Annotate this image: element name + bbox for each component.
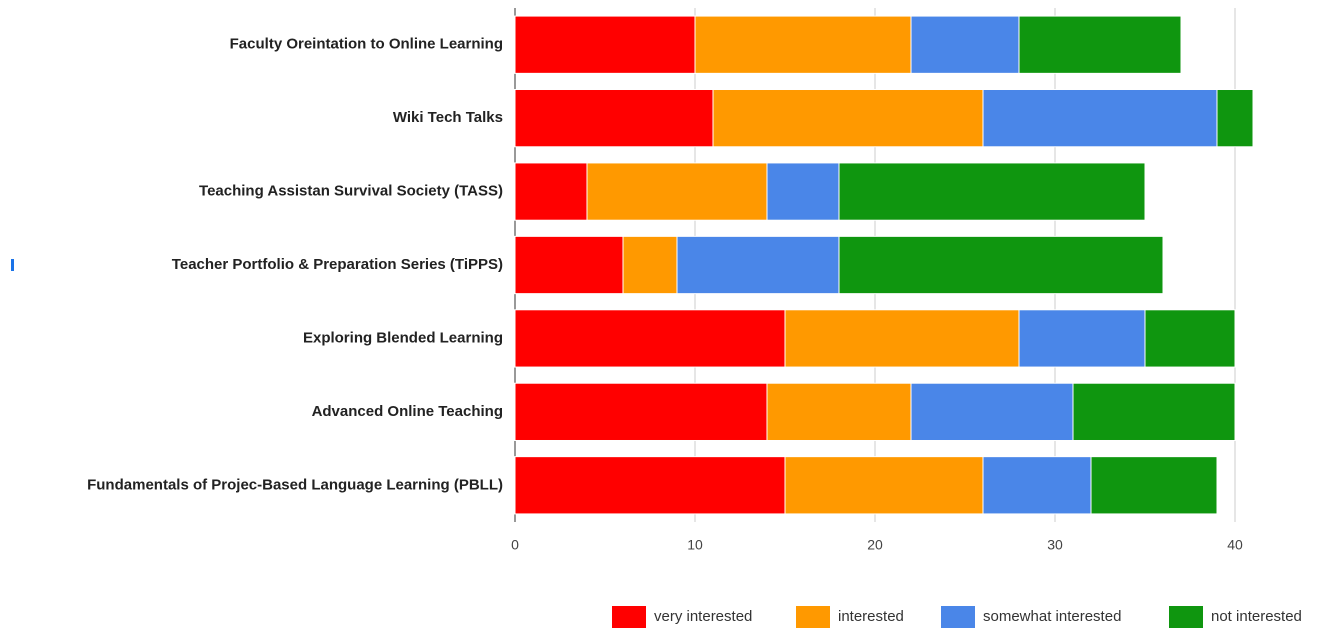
bar-segment bbox=[784, 309, 1020, 368]
x-tick-label: 10 bbox=[687, 537, 703, 553]
bar-segment bbox=[514, 235, 624, 295]
x-tick-label: 40 bbox=[1227, 537, 1243, 553]
bar-segment bbox=[1144, 309, 1236, 368]
bar-segment bbox=[712, 89, 984, 148]
category-label: Advanced Online Teaching bbox=[312, 403, 503, 420]
bar-segment bbox=[1090, 456, 1218, 515]
bar-segment bbox=[910, 382, 1074, 441]
legend-swatch bbox=[941, 606, 975, 628]
legend-label: very interested bbox=[654, 608, 752, 625]
category-label: Faculty Oreintation to Online Learning bbox=[230, 36, 503, 53]
bar-segment bbox=[514, 15, 696, 74]
category-label: Teaching Assistan Survival Society (TASS… bbox=[199, 183, 503, 200]
bar-segment bbox=[784, 456, 984, 515]
bar-segment bbox=[514, 309, 786, 368]
legend-swatch bbox=[612, 606, 646, 628]
category-label: Wiki Tech Talks bbox=[393, 109, 503, 126]
legend-label: interested bbox=[838, 608, 904, 625]
bar-segment bbox=[838, 162, 1146, 221]
x-tick-label: 0 bbox=[511, 537, 519, 553]
x-tick-label: 30 bbox=[1047, 537, 1063, 553]
bar-segment bbox=[514, 382, 768, 441]
bar-segment bbox=[1018, 309, 1146, 368]
category-label: Fundamentals of Projec-Based Language Le… bbox=[87, 476, 503, 493]
bar-segment bbox=[694, 15, 912, 74]
category-label: Teacher Portfolio & Preparation Series (… bbox=[172, 256, 503, 273]
category-label: Exploring Blended Learning bbox=[303, 329, 503, 346]
bar-segment bbox=[982, 89, 1218, 148]
cursor-mark bbox=[11, 259, 14, 271]
bar-segment bbox=[910, 15, 1020, 74]
bar-segment bbox=[838, 235, 1164, 295]
bar-segment bbox=[982, 456, 1092, 515]
bar-segment bbox=[1018, 15, 1182, 74]
bar-segment bbox=[766, 162, 840, 221]
bar-segment bbox=[514, 89, 714, 148]
legend-swatch bbox=[796, 606, 830, 628]
bar-segment bbox=[1072, 382, 1236, 441]
x-tick-label: 20 bbox=[867, 537, 883, 553]
bar-segment bbox=[622, 235, 678, 295]
bar-segment bbox=[676, 235, 840, 295]
legend-label: not interested bbox=[1211, 608, 1302, 625]
bar-segment bbox=[586, 162, 768, 221]
legend-swatch bbox=[1169, 606, 1203, 628]
bar-segment bbox=[766, 382, 912, 441]
bar-segment bbox=[514, 162, 588, 221]
legend-label: somewhat interested bbox=[983, 608, 1121, 625]
bar-segment bbox=[1216, 89, 1254, 148]
bar-segment bbox=[514, 456, 786, 515]
